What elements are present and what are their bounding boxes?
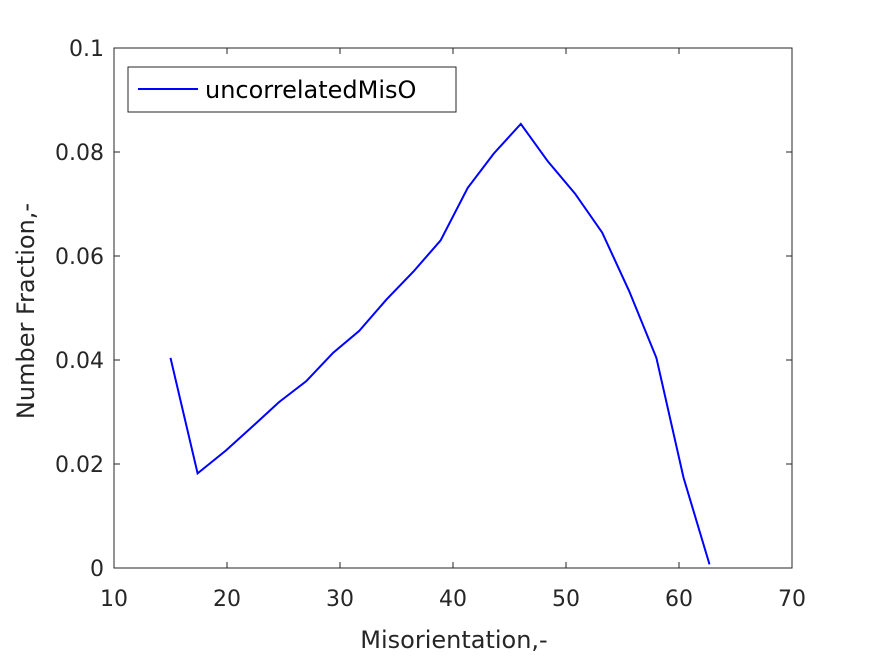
y-tick-label: 0.02 xyxy=(55,453,104,478)
y-tick-label: 0.1 xyxy=(69,37,104,62)
legend-label: uncorrelatedMisO xyxy=(205,76,416,104)
x-tick-label: 20 xyxy=(213,587,241,612)
x-tick-label: 40 xyxy=(439,587,467,612)
x-axis-label: Misorientation,- xyxy=(360,626,547,654)
y-tick-label: 0.04 xyxy=(55,349,104,374)
x-tick-label: 50 xyxy=(552,587,580,612)
y-axis-label: Number Fraction,- xyxy=(12,203,40,419)
x-tick-label: 70 xyxy=(778,587,806,612)
x-tick-label: 10 xyxy=(100,587,128,612)
y-tick-label: 0.06 xyxy=(55,245,104,270)
x-tick-label: 30 xyxy=(326,587,354,612)
y-tick-label: 0.08 xyxy=(55,141,104,166)
legend: uncorrelatedMisO xyxy=(127,66,457,113)
series-layer xyxy=(169,122,711,565)
x-tick-label: 60 xyxy=(665,587,693,612)
ticks-layer: 10 20 30 40 50 60 70 0 0.02 0.04 0.06 0.08 0.1 xyxy=(55,37,806,612)
series-line xyxy=(169,122,711,565)
plot-area xyxy=(114,48,792,568)
plot-background xyxy=(114,48,792,568)
y-tick-label: 0 xyxy=(90,557,104,582)
